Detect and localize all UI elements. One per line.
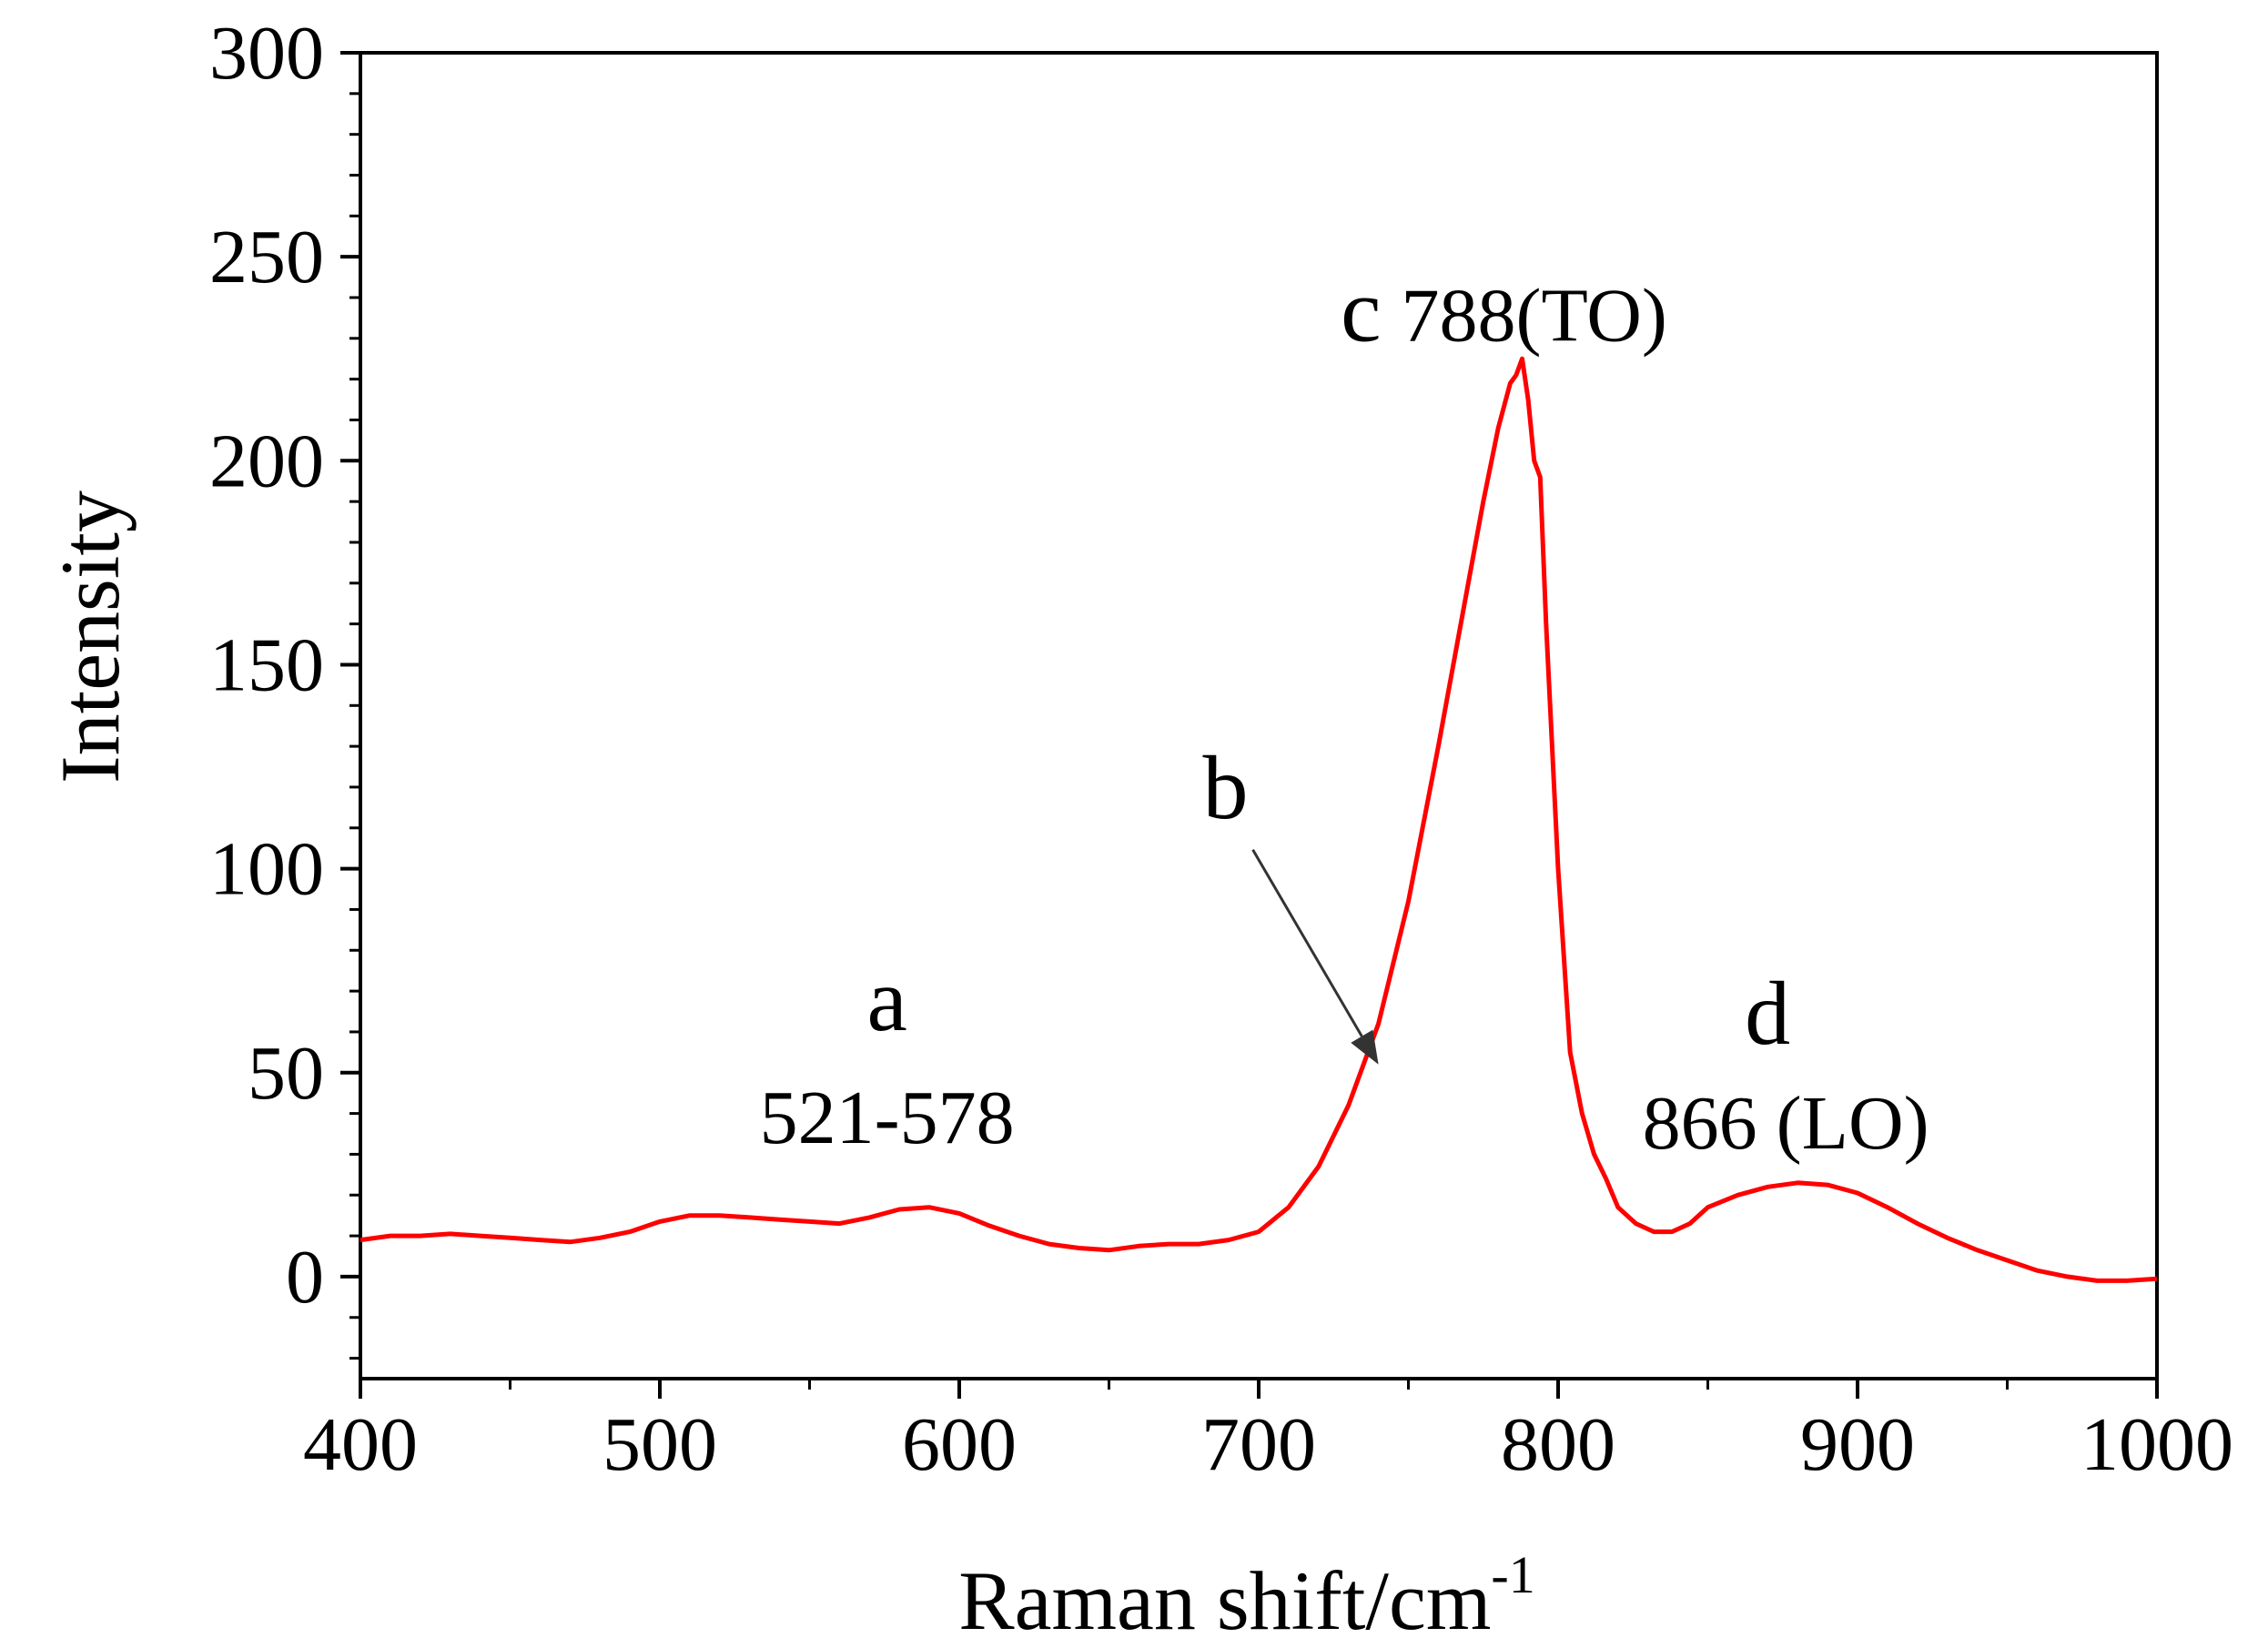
x-tick-label: 500 (602, 1402, 717, 1487)
annotation-c-text: 788(TO) (1402, 273, 1667, 358)
series-layer (359, 356, 2158, 1283)
x-tick-label: 1000 (2081, 1402, 2233, 1487)
y-tick-label: 150 (209, 622, 324, 707)
annotation-b-arrowhead (1351, 1029, 1379, 1065)
y-tick-label: 0 (286, 1235, 324, 1319)
y-axis: 0 50 100 150 200 250 300 (209, 11, 360, 1360)
y-axis-title: Intensity (44, 490, 137, 784)
annotation-a-label: a (866, 949, 906, 1050)
series-line (359, 356, 2158, 1283)
x-tick-label: 900 (1800, 1402, 1915, 1487)
annotation-c-label: c (1341, 259, 1381, 360)
y-tick-label: 50 (248, 1031, 324, 1116)
y-tick-label: 100 (209, 827, 324, 912)
annotation-b-label: b (1203, 737, 1249, 838)
x-axis-title-main: Raman shift/cm (958, 1554, 1491, 1647)
y-tick-label: 200 (209, 419, 324, 503)
y-tick-label: 300 (209, 11, 324, 96)
x-axis-title-superscript: -1 (1491, 1545, 1534, 1604)
annotation-a-text: 521-578 (760, 1076, 1015, 1160)
annotation-d-label: d (1745, 963, 1790, 1064)
x-axis-title: Raman shift/cm-1 (958, 1545, 1534, 1647)
y-tick-label: 250 (209, 215, 324, 299)
plot-frame (359, 51, 2159, 1380)
annotation-d-text: 866 (LO) (1643, 1081, 1929, 1166)
annotation-b-arrow (1251, 848, 1363, 1037)
x-tick-label: 800 (1501, 1402, 1615, 1487)
x-tick-label: 400 (303, 1402, 418, 1487)
annotation-c: c 788(TO) (1341, 259, 1667, 360)
x-tick-label: 700 (1201, 1402, 1316, 1487)
x-tick-label: 600 (902, 1402, 1017, 1487)
x-axis: 400 500 600 700 800 900 1000 (303, 1379, 2233, 1487)
